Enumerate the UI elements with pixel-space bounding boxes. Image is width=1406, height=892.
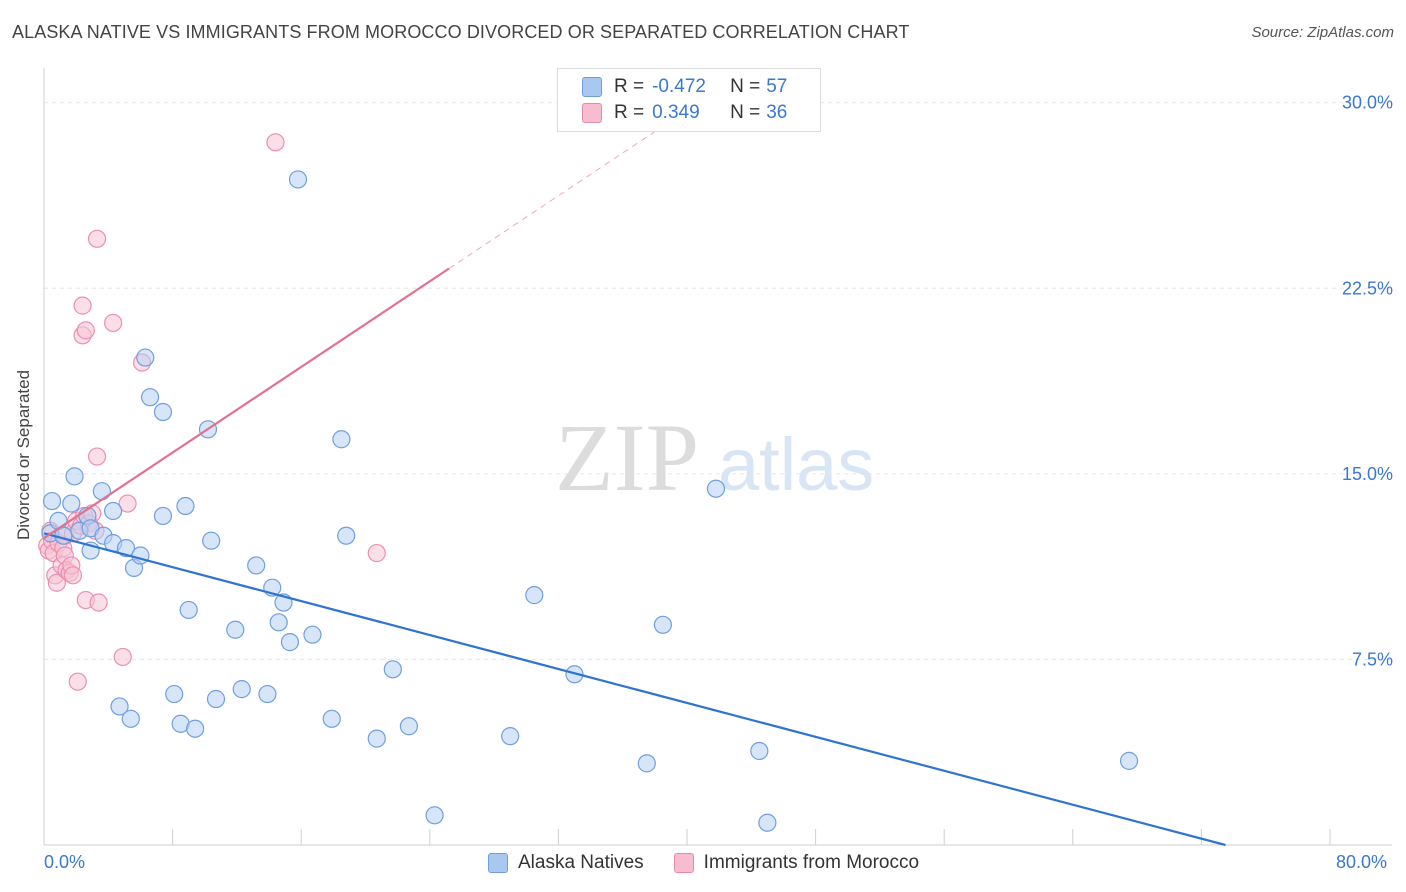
- data-point: [186, 719, 205, 738]
- data-point: [42, 491, 62, 511]
- data-point: [87, 229, 107, 248]
- data-point: [131, 546, 150, 565]
- watermark: ZIP atlas: [555, 404, 874, 511]
- data-point: [136, 348, 155, 367]
- data-point: [288, 170, 308, 189]
- grid-lines: [44, 102, 1392, 660]
- data-point: [637, 754, 656, 773]
- legend-item-alaska: Alaska Natives: [488, 852, 644, 874]
- data-point: [399, 717, 419, 736]
- data-point: [104, 313, 123, 333]
- series-alaska-points: [41, 170, 1139, 832]
- legend-item-morocco: Immigrants from Morocco: [673, 852, 920, 874]
- trendline-morocco: [43, 267, 450, 540]
- data-point: [68, 672, 87, 691]
- data-point: [165, 684, 184, 704]
- data-point: [332, 430, 351, 449]
- y-tick-label: 15.0%: [1342, 464, 1393, 484]
- data-point: [153, 506, 173, 526]
- data-point: [76, 321, 95, 340]
- legend-r-value: -0.472: [652, 76, 706, 97]
- data-point: [87, 447, 107, 466]
- data-point: [266, 133, 285, 152]
- data-point: [92, 482, 111, 501]
- x-tick-max: 80.0%: [1336, 852, 1388, 872]
- trend-lines: [43, 109, 1226, 847]
- y-tick-label: 22.5%: [1342, 278, 1393, 298]
- data-point: [750, 741, 769, 761]
- legend-swatch-morocco: [673, 853, 694, 873]
- legend-n-label: N =: [730, 102, 761, 123]
- data-point: [65, 467, 84, 486]
- data-point: [425, 806, 444, 825]
- watermark-atlas: atlas: [718, 423, 874, 506]
- legend-r-value: 0.349: [652, 102, 700, 123]
- data-point: [247, 556, 266, 575]
- data-point: [121, 709, 140, 728]
- legend-label-morocco: Immigrants from Morocco: [703, 852, 920, 873]
- data-point: [1119, 751, 1139, 770]
- data-point: [89, 593, 108, 612]
- legend-swatch-morocco: [582, 103, 602, 123]
- data-point: [367, 543, 386, 563]
- data-point: [258, 684, 277, 704]
- data-point: [232, 680, 251, 699]
- legend-swatch-alaska: [488, 853, 508, 873]
- data-point: [73, 296, 92, 315]
- data-point: [62, 494, 81, 513]
- data-point: [202, 531, 221, 550]
- x-tick-min: 0.0%: [44, 852, 86, 872]
- trendline-alaska: [43, 532, 1226, 847]
- data-point: [303, 625, 322, 644]
- y-tick-label: 7.5%: [1352, 649, 1393, 669]
- data-point: [653, 615, 672, 634]
- data-point: [110, 697, 129, 716]
- data-point: [116, 538, 136, 558]
- data-point: [337, 526, 356, 545]
- legend-r-label: R =: [614, 102, 645, 123]
- series-morocco-points: [38, 133, 386, 691]
- stats-legend: R = -0.472 N = 57 R = 0.349 N = 36: [557, 68, 821, 132]
- data-point: [367, 729, 386, 748]
- data-point: [383, 660, 402, 679]
- data-point: [176, 496, 195, 516]
- data-point: [525, 586, 544, 605]
- data-point: [706, 479, 726, 498]
- data-point: [140, 388, 160, 407]
- legend-r-label: R =: [614, 76, 645, 97]
- axes: [43, 68, 1392, 846]
- data-point: [63, 566, 83, 585]
- data-point: [322, 709, 341, 728]
- legend-n-value: 57: [766, 76, 788, 97]
- legend-swatch-alaska: [582, 77, 602, 97]
- source-label: Source: ZipAtlas.com: [1251, 24, 1394, 41]
- trendline-morocco-extension: [448, 109, 688, 269]
- data-point: [501, 727, 520, 746]
- data-point: [118, 494, 137, 513]
- data-point: [280, 633, 300, 652]
- legend-n-label: N =: [730, 76, 761, 97]
- legend-row-morocco: R = 0.349 N = 36: [582, 101, 787, 125]
- data-point: [113, 647, 132, 667]
- series-legend: Alaska Natives Immigrants from Morocco: [488, 852, 949, 874]
- y-tick-label: 30.0%: [1342, 93, 1393, 113]
- data-point: [104, 501, 123, 521]
- data-point: [47, 573, 66, 592]
- legend-row-alaska: R = -0.472 N = 57: [582, 75, 787, 99]
- chart-title: ALASKA NATIVE VS IMMIGRANTS FROM MOROCCO…: [12, 22, 910, 42]
- data-point: [758, 813, 777, 832]
- data-point: [153, 402, 173, 422]
- data-point: [206, 689, 226, 709]
- data-point: [179, 600, 198, 620]
- legend-n-value: 36: [766, 102, 788, 123]
- y-tick-labels: 7.5% 15.0% 22.5% 30.0%: [1342, 93, 1393, 670]
- data-point: [269, 613, 288, 632]
- watermark-zip: ZIP: [555, 404, 699, 511]
- data-point: [226, 620, 245, 639]
- legend-label-alaska: Alaska Natives: [518, 852, 644, 873]
